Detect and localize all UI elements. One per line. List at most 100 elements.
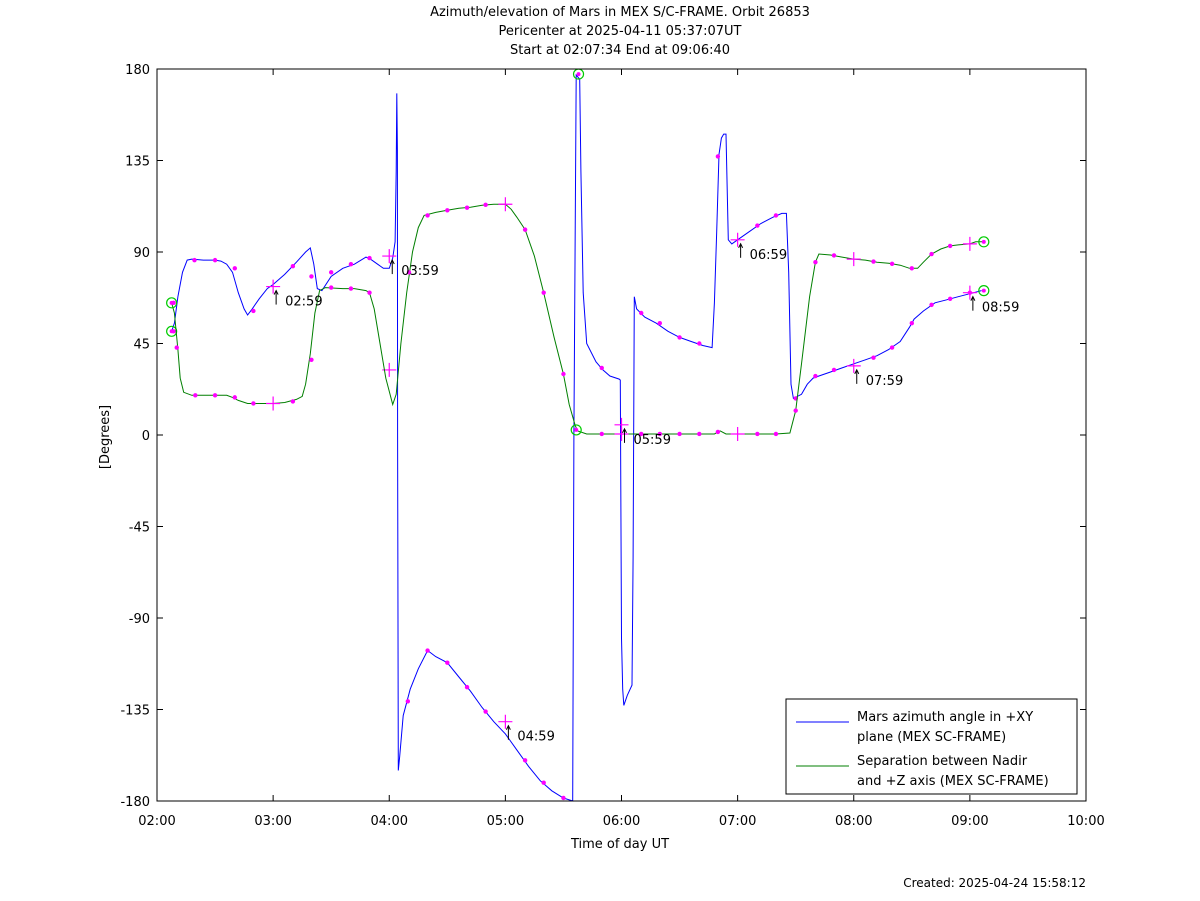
marker-dot-azimuth [599, 365, 604, 371]
x-tick-label: 06:00 [603, 814, 640, 829]
marker-dot-separation [174, 345, 179, 350]
annotation-arrow [738, 242, 744, 249]
marker-dot-separation [599, 431, 604, 437]
y-tick-label: 90 [133, 246, 150, 261]
chart-title-line-3: Start at 02:07:34 End at 09:06:40 [509, 43, 731, 58]
marker-dot-separation [697, 431, 702, 437]
series-line-separation [171, 203, 984, 435]
legend-label-separation-1: Separation between Nadir [857, 754, 1028, 769]
marker-dot-separation [522, 227, 528, 232]
annotation-label: 07:59 [866, 374, 903, 389]
endpoint-circle-separation [570, 424, 582, 436]
marker-dot-azimuth [232, 266, 238, 271]
legend-box [785, 698, 1078, 795]
legend-label-azimuth-1: Mars azimuth angle in +XY [857, 710, 1033, 725]
x-tick-label: 10:00 [1067, 814, 1104, 829]
marker-dot-separation [464, 205, 470, 210]
marker-dot-separation [309, 357, 314, 362]
marker-dot-azimuth [677, 335, 682, 340]
annotation-label: 05:59 [634, 433, 671, 448]
marker-dot-separation [193, 393, 198, 398]
y-tick-label: 180 [125, 63, 150, 78]
marker-dot-azimuth [251, 308, 256, 314]
marker-dot-separation [541, 290, 546, 295]
hour-cross-separation [498, 197, 513, 212]
marker-dot-azimuth [561, 795, 566, 801]
marker-dot-azimuth [909, 320, 915, 326]
x-axis-label: Time of day UT [570, 837, 669, 852]
marker-dot-separation [232, 395, 238, 400]
endpoint-circle-separation [166, 297, 178, 309]
marker-dot-separation [929, 251, 934, 257]
marker-dot-separation [871, 259, 876, 264]
marker-dot-separation [425, 213, 430, 218]
marker-dot-separation [889, 261, 895, 266]
marker-dot-azimuth [929, 302, 934, 308]
marker-dot-separation [715, 429, 721, 435]
marker-dot-azimuth [773, 213, 779, 218]
y-tick-label: -135 [120, 704, 150, 719]
y-tick-label: -45 [129, 521, 150, 536]
annotation-arrow [389, 258, 395, 265]
marker-dot-azimuth [657, 320, 663, 326]
hour-cross-separation [614, 426, 629, 441]
marker-dot-separation [947, 243, 953, 249]
hour-cross-separation [382, 249, 397, 264]
x-tick-label: 07:00 [719, 814, 756, 829]
hour-cross-separation [266, 396, 281, 411]
x-tick-label: 03:00 [254, 814, 291, 829]
marker-dot-separation [348, 286, 354, 291]
created-timestamp: Created: 2025-04-24 15:58:12 [903, 876, 1086, 890]
marker-dot-separation [677, 431, 682, 437]
marker-dot-azimuth [425, 648, 430, 653]
marker-dot-separation [290, 399, 296, 404]
annotation-label: 03:59 [401, 264, 438, 279]
marker-dot-separation [755, 431, 760, 437]
hour-cross-azimuth [730, 232, 745, 247]
marker-dot-azimuth [309, 274, 314, 279]
series-line-azimuth [171, 73, 982, 802]
y-tick-label: -180 [120, 795, 150, 810]
hour-cross-azimuth [266, 279, 281, 294]
marker-dot-separation [773, 431, 779, 437]
annotation-arrow [854, 368, 860, 375]
marker-dot-separation [657, 431, 663, 437]
endpoint-dot-separation [981, 239, 986, 244]
marker-dot-separation [406, 270, 412, 275]
hour-cross-azimuth [846, 358, 861, 373]
annotation-label: 04:59 [517, 730, 554, 745]
endpoint-dot-separation [169, 300, 174, 305]
marker-dot-azimuth [541, 780, 546, 785]
endpoint-dot-azimuth [981, 288, 986, 293]
marker-dot-separation [445, 208, 450, 213]
annotation-arrow [273, 289, 279, 295]
marker-dot-azimuth [367, 255, 372, 261]
marker-dot-azimuth [328, 270, 334, 275]
endpoint-dot-separation [574, 427, 579, 432]
marker-dot-separation [561, 371, 566, 377]
marker-dot-azimuth [889, 345, 895, 350]
endpoint-dot-azimuth [576, 72, 581, 77]
marker-dot-separation [831, 253, 837, 258]
marker-dot-separation [483, 202, 488, 208]
marker-dot-separation [793, 408, 798, 413]
legend-label-azimuth-2: plane (MEX SC-FRAME) [857, 730, 1006, 745]
marker-dot-azimuth [445, 660, 450, 665]
x-tick-label: 08:00 [835, 814, 872, 829]
y-tick-label: -90 [129, 612, 150, 627]
annotation-arrow [622, 427, 627, 434]
annotation-label: 02:59 [285, 295, 322, 310]
marker-dot-azimuth [715, 154, 721, 159]
y-tick-label: 135 [125, 155, 150, 170]
x-tick-label: 05:00 [487, 814, 524, 829]
marker-dot-azimuth [522, 758, 528, 763]
annotation-arrow [970, 295, 976, 301]
hour-cross-separation [730, 426, 745, 441]
marker-dot-separation [909, 266, 915, 271]
marker-dot-azimuth [192, 257, 197, 263]
marker-dot-separation [212, 393, 218, 398]
x-tick-label: 04:00 [371, 814, 408, 829]
chart-title-line-2: Pericenter at 2025-04-11 05:37:07UT [498, 24, 742, 39]
y-tick-label: 0 [142, 429, 150, 444]
